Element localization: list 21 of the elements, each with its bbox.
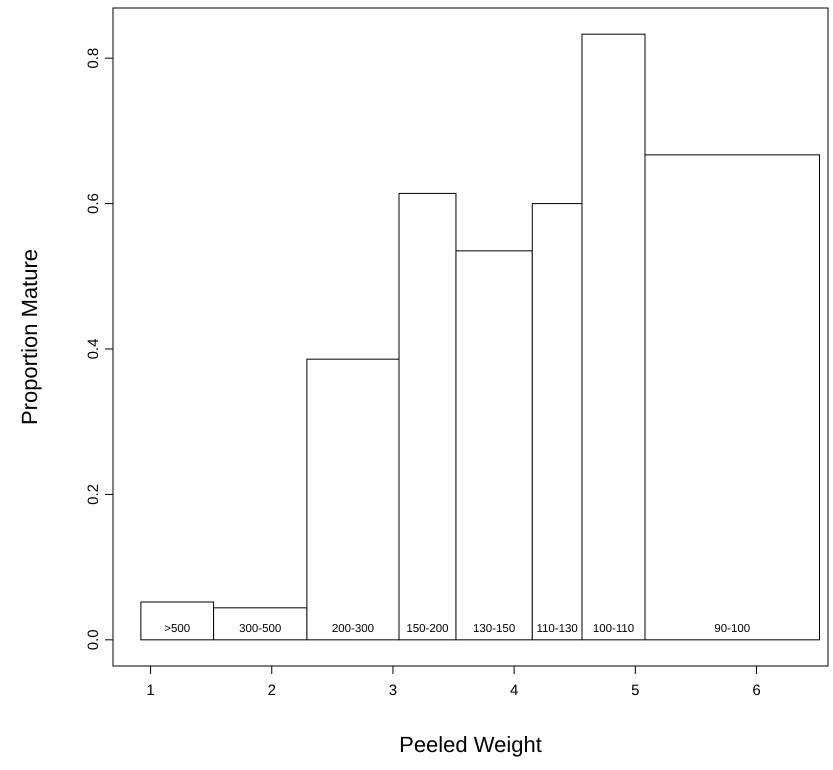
y-tick-label: 0.2 xyxy=(85,484,102,505)
annotation: >500 xyxy=(164,623,190,636)
x-axis-title: Peeled Weight xyxy=(399,732,542,757)
y-tick-label: 0.8 xyxy=(85,48,102,69)
annotation: 150-200 xyxy=(406,623,449,636)
y-tick-label: 0.0 xyxy=(85,629,102,650)
annotation: 100-110 xyxy=(592,623,634,636)
annotation: 110-130 xyxy=(536,623,578,636)
annotation: 200-300 xyxy=(332,623,374,636)
x-tick-label: 2 xyxy=(268,682,276,699)
y-tick-label: 0.4 xyxy=(85,338,102,360)
annotation: 90-100 xyxy=(714,623,750,636)
x-tick-label: 6 xyxy=(752,682,761,699)
annotation: 130-150 xyxy=(473,623,516,636)
y-axis-title: Proportion Mature xyxy=(17,248,42,426)
x-tick-label: 4 xyxy=(510,682,518,699)
x-tick-label: 1 xyxy=(146,682,155,699)
x-tick-label: 3 xyxy=(388,682,398,699)
y-tick-label: 0.6 xyxy=(85,193,102,214)
annotation: 300-500 xyxy=(239,623,282,636)
x-tick-label: 5 xyxy=(631,682,640,699)
